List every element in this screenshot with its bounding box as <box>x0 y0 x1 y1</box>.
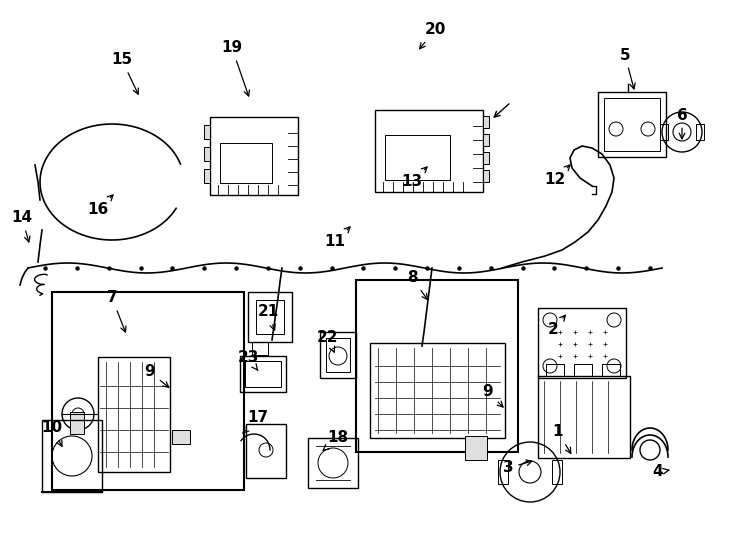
Bar <box>356 280 518 452</box>
Bar <box>70 412 84 434</box>
Bar <box>172 430 190 444</box>
Bar <box>326 338 350 372</box>
Text: 5: 5 <box>619 48 635 89</box>
Bar <box>52 292 244 490</box>
Text: 14: 14 <box>12 211 32 242</box>
Bar <box>696 124 704 140</box>
Bar <box>375 110 483 192</box>
Bar <box>240 356 286 392</box>
Text: 6: 6 <box>677 107 687 139</box>
Bar <box>483 116 489 128</box>
Bar <box>660 124 668 140</box>
Bar <box>248 292 292 342</box>
Text: 9: 9 <box>145 364 169 387</box>
Bar <box>308 438 358 488</box>
Bar <box>483 134 489 146</box>
Bar <box>210 117 298 195</box>
Bar <box>552 460 562 484</box>
Bar <box>483 170 489 182</box>
Bar <box>245 361 281 387</box>
Bar <box>574 364 592 376</box>
Bar <box>204 169 210 183</box>
Bar <box>204 125 210 139</box>
Text: 9: 9 <box>483 384 503 407</box>
Bar <box>538 308 626 378</box>
Bar <box>385 135 450 180</box>
Bar <box>602 364 620 376</box>
Bar <box>598 92 666 157</box>
Bar <box>498 460 508 484</box>
Bar <box>42 420 102 492</box>
Bar <box>220 143 272 183</box>
Text: 8: 8 <box>407 271 428 300</box>
Text: 13: 13 <box>401 167 427 190</box>
Text: 3: 3 <box>503 460 532 476</box>
Text: 19: 19 <box>222 40 250 96</box>
Bar <box>320 332 356 378</box>
Bar <box>246 424 286 478</box>
Text: 22: 22 <box>317 330 339 352</box>
Text: 21: 21 <box>258 305 279 330</box>
Text: 7: 7 <box>106 291 126 332</box>
Bar <box>204 147 210 161</box>
Text: 15: 15 <box>112 52 138 94</box>
Bar <box>370 343 505 438</box>
Text: 1: 1 <box>553 424 571 454</box>
Text: 18: 18 <box>323 430 349 450</box>
Bar <box>538 376 630 458</box>
Text: 16: 16 <box>87 195 113 218</box>
Text: 20: 20 <box>420 23 446 49</box>
Bar <box>252 342 268 355</box>
Text: 11: 11 <box>324 227 350 249</box>
Text: 10: 10 <box>41 421 62 447</box>
Bar <box>546 364 564 376</box>
Text: 23: 23 <box>237 350 258 370</box>
Bar <box>483 152 489 164</box>
Text: 12: 12 <box>545 165 570 187</box>
Text: 4: 4 <box>653 464 669 480</box>
Bar <box>256 300 284 334</box>
Text: 17: 17 <box>243 410 269 433</box>
Bar <box>465 436 487 460</box>
Text: 2: 2 <box>548 315 565 338</box>
Bar <box>604 98 660 151</box>
Bar <box>98 357 170 472</box>
